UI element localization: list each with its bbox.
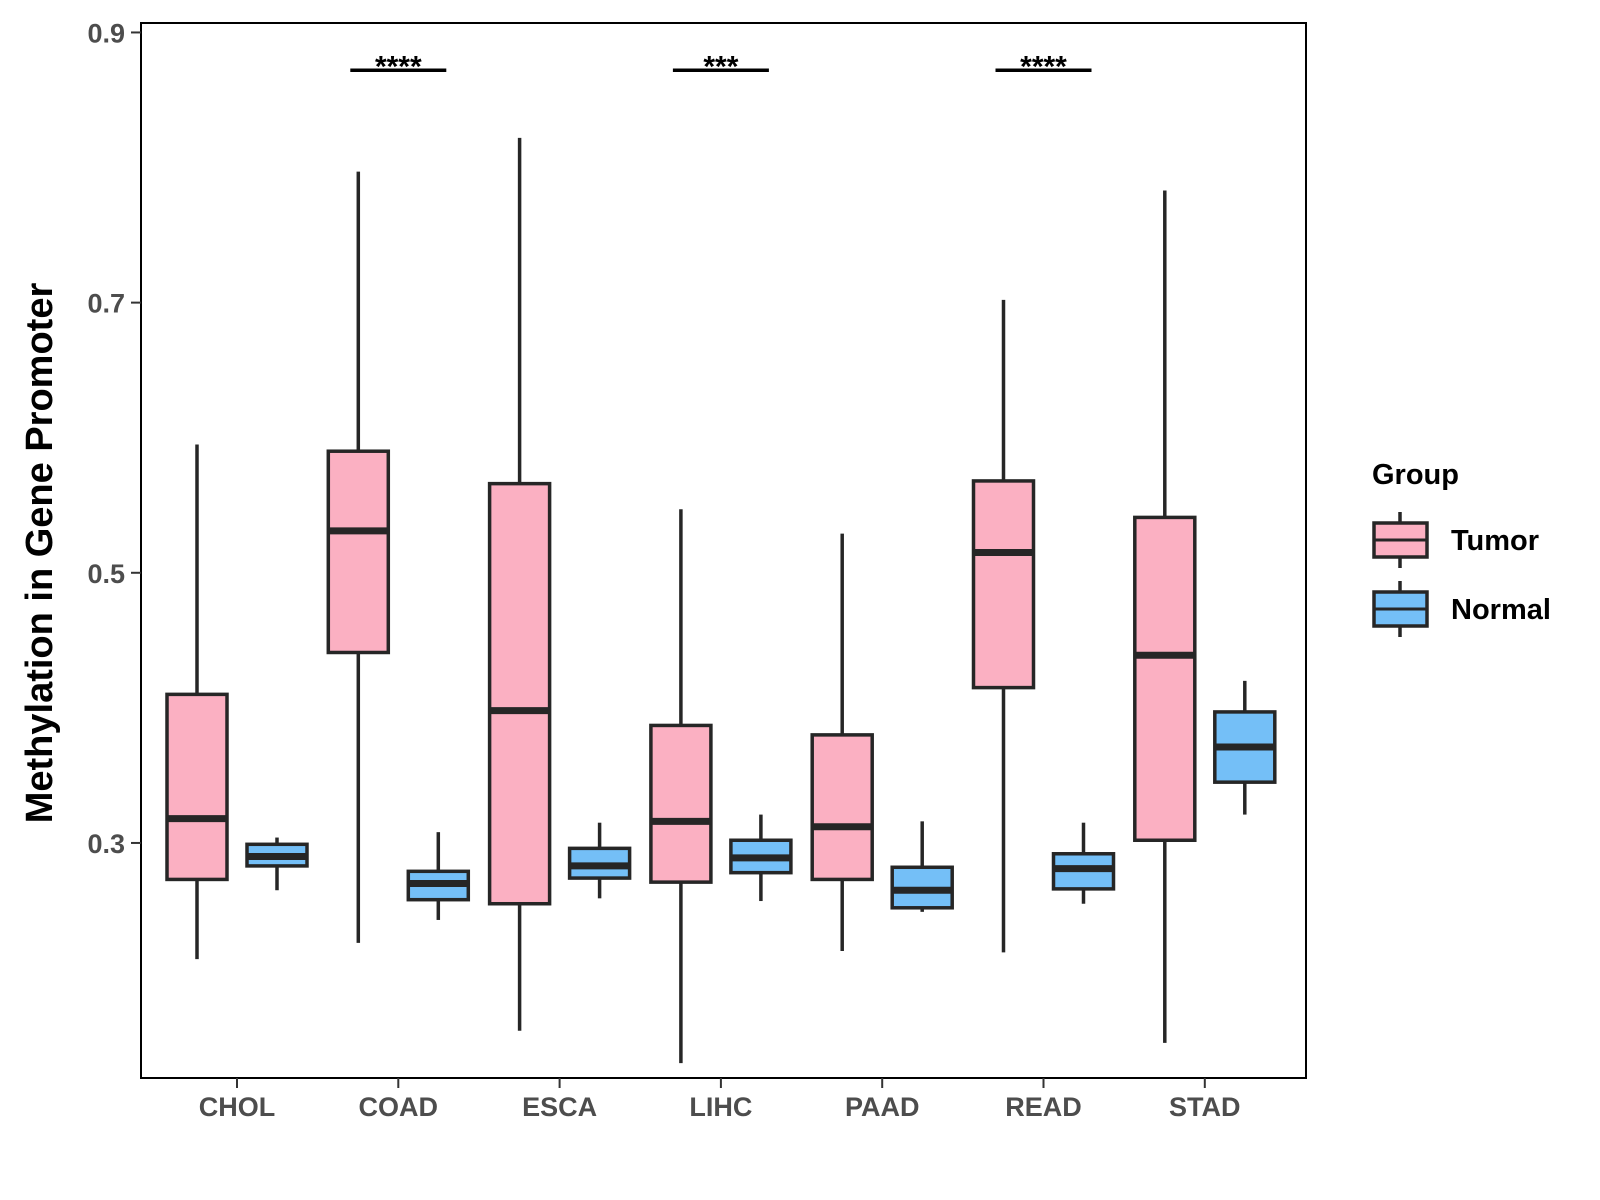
x-tick-label-lihc: LIHC xyxy=(689,1092,752,1122)
y-axis-label: Methylation in Gene Promoter xyxy=(19,283,61,824)
significance-annotations: **** *** **** xyxy=(350,50,1092,83)
x-axis: CHOL COAD ESCA LIHC PAAD READ STAD xyxy=(199,1078,1241,1122)
x-tick-label-stad: STAD xyxy=(1169,1092,1241,1122)
y-tick-label: 0.5 xyxy=(87,559,125,589)
plot-panel-border xyxy=(140,22,1307,1079)
x-tick-label-esca: ESCA xyxy=(522,1092,597,1122)
legend: Group Tumor Normal xyxy=(1372,459,1551,637)
y-tick-label: 0.7 xyxy=(87,289,125,319)
x-tick-label-chol: CHOL xyxy=(199,1092,276,1122)
legend-title: Group xyxy=(1372,459,1459,491)
tumor-lihc-box xyxy=(649,723,713,884)
x-tick-label-read: READ xyxy=(1005,1092,1082,1122)
tumor-paad-box xyxy=(810,733,874,882)
tumor-read-box xyxy=(971,479,1036,690)
y-tick-label: 0.9 xyxy=(87,18,125,48)
tumor-chol-box xyxy=(165,692,229,882)
x-tick-label-coad: COAD xyxy=(359,1092,439,1122)
tumor-esca-box xyxy=(487,481,552,906)
significance-stars-lihc: *** xyxy=(703,50,738,83)
tumor-coad-box xyxy=(326,449,391,655)
x-tick-label-paad: PAAD xyxy=(845,1092,920,1122)
y-axis: 0.3 0.5 0.7 0.9 xyxy=(87,18,141,859)
legend-label-normal: Normal xyxy=(1451,594,1551,626)
legend-label-tumor: Tumor xyxy=(1451,525,1539,557)
significance-stars-read: **** xyxy=(1020,50,1067,83)
tumor-stad-box xyxy=(1133,515,1197,843)
plot-area xyxy=(165,137,1277,1064)
significance-stars-coad: **** xyxy=(375,50,422,83)
y-tick-label: 0.3 xyxy=(87,829,125,859)
